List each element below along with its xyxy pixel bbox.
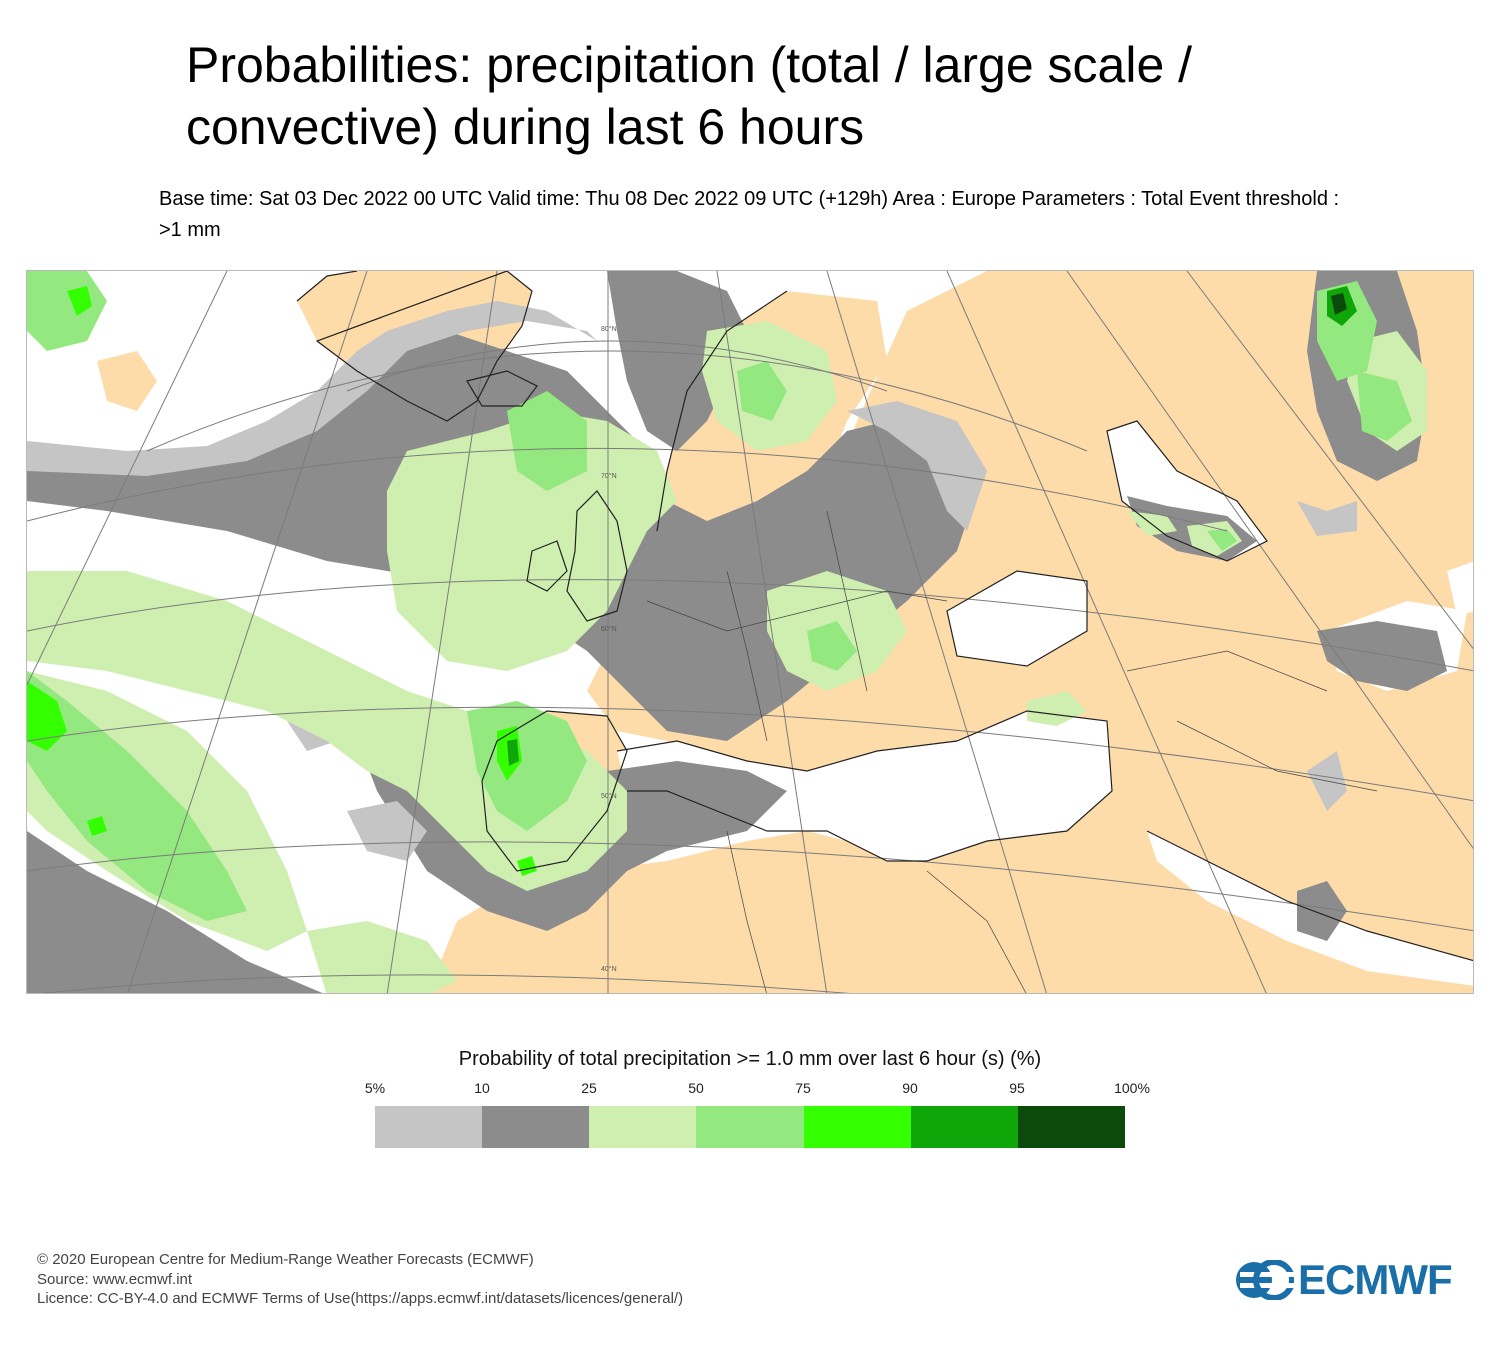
legend-color-cell <box>910 1106 1018 1148</box>
footer-source: Source: www.ecmwf.int <box>37 1270 193 1288</box>
lat-label-40n: 40°N <box>601 965 617 973</box>
legend-color-cell <box>803 1106 911 1148</box>
legend-tick: 5% <box>364 1080 386 1096</box>
legend-ticks: 5% 10 25 50 75 90 95 100% <box>0 1080 1500 1100</box>
borders <box>646 510 1378 993</box>
lat-label-60n: 60°N <box>601 625 617 633</box>
lat-label-50n: 50°N <box>601 792 617 800</box>
precip-95-100 <box>1331 293 1347 315</box>
footer: © 2020 European Centre for Medium-Range … <box>37 1250 683 1309</box>
legend-tick: 10 <box>474 1080 490 1096</box>
parallel-80n <box>346 340 888 392</box>
parallel-40n <box>27 706 1473 802</box>
ecmwf-logo-text: ECMWF <box>1298 1256 1453 1303</box>
land-north-africa <box>427 831 927 993</box>
parallel-30n <box>27 841 1473 932</box>
land-svalbard <box>97 351 157 411</box>
ecmwf-emblem-icon <box>1236 1260 1294 1300</box>
meridian-30e <box>946 271 1267 993</box>
meridian-20e <box>826 271 1047 993</box>
legend-tick: 75 <box>795 1080 811 1096</box>
legend-title: Probability of total precipitation >= 1.… <box>458 1048 1042 1070</box>
legend-color-cell <box>482 1106 590 1148</box>
ecmwf-logo: ECMWF <box>1234 1256 1453 1303</box>
parallel-20n <box>41 974 851 993</box>
meridian-20w <box>127 271 368 993</box>
legend-color-cell <box>1017 1106 1125 1148</box>
sea-arabian-edge <box>1447 561 1473 616</box>
chart-title: Probabilities: precipitation (total / la… <box>186 37 1193 155</box>
lat-label-70n: 70°N <box>601 472 617 480</box>
legend-tick: 95 <box>1009 1080 1025 1096</box>
legend-tick: 25 <box>581 1080 597 1096</box>
legend-color-cell <box>589 1106 697 1148</box>
coastlines <box>296 271 1473 962</box>
legend-tick: 50 <box>688 1080 704 1096</box>
footer-licence: Licence: CC-BY-4.0 and ECMWF Terms of Us… <box>37 1290 684 1307</box>
lat-label-80n: 80°N <box>601 325 617 333</box>
map-canvas: 80°N 70°N 60°N 50°N 40°N <box>27 271 1473 993</box>
chart-subtitle: Base time: Sat 03 Dec 2022 00 UTC Valid … <box>159 188 1340 241</box>
latitude-labels: 80°N 70°N 60°N 50°N 40°N <box>601 325 617 973</box>
meridian-30w <box>27 271 228 686</box>
legend-colorbar <box>375 1106 1125 1148</box>
sea-black-sea <box>947 571 1087 666</box>
parallel-50n <box>27 579 1473 672</box>
meridian-10w <box>386 271 498 993</box>
graticule <box>27 271 1473 993</box>
legend-color-cell <box>696 1106 804 1148</box>
europe-precipitation-map: 80°N 70°N 60°N 50°N 40°N <box>26 270 1474 994</box>
sea-red-sea <box>1147 831 1473 986</box>
legend-tick: 90 <box>902 1080 918 1096</box>
meridian-50e <box>1186 271 1473 650</box>
footer-copyright: © 2020 European Centre for Medium-Range … <box>37 1251 534 1268</box>
sea-mediterranean <box>617 711 1112 861</box>
meridian-40e <box>1066 271 1473 850</box>
meridian-10e <box>716 271 828 993</box>
legend-tick: 100% <box>1114 1080 1150 1096</box>
legend-color-cell <box>375 1106 483 1148</box>
parallel-70n <box>146 350 1088 452</box>
